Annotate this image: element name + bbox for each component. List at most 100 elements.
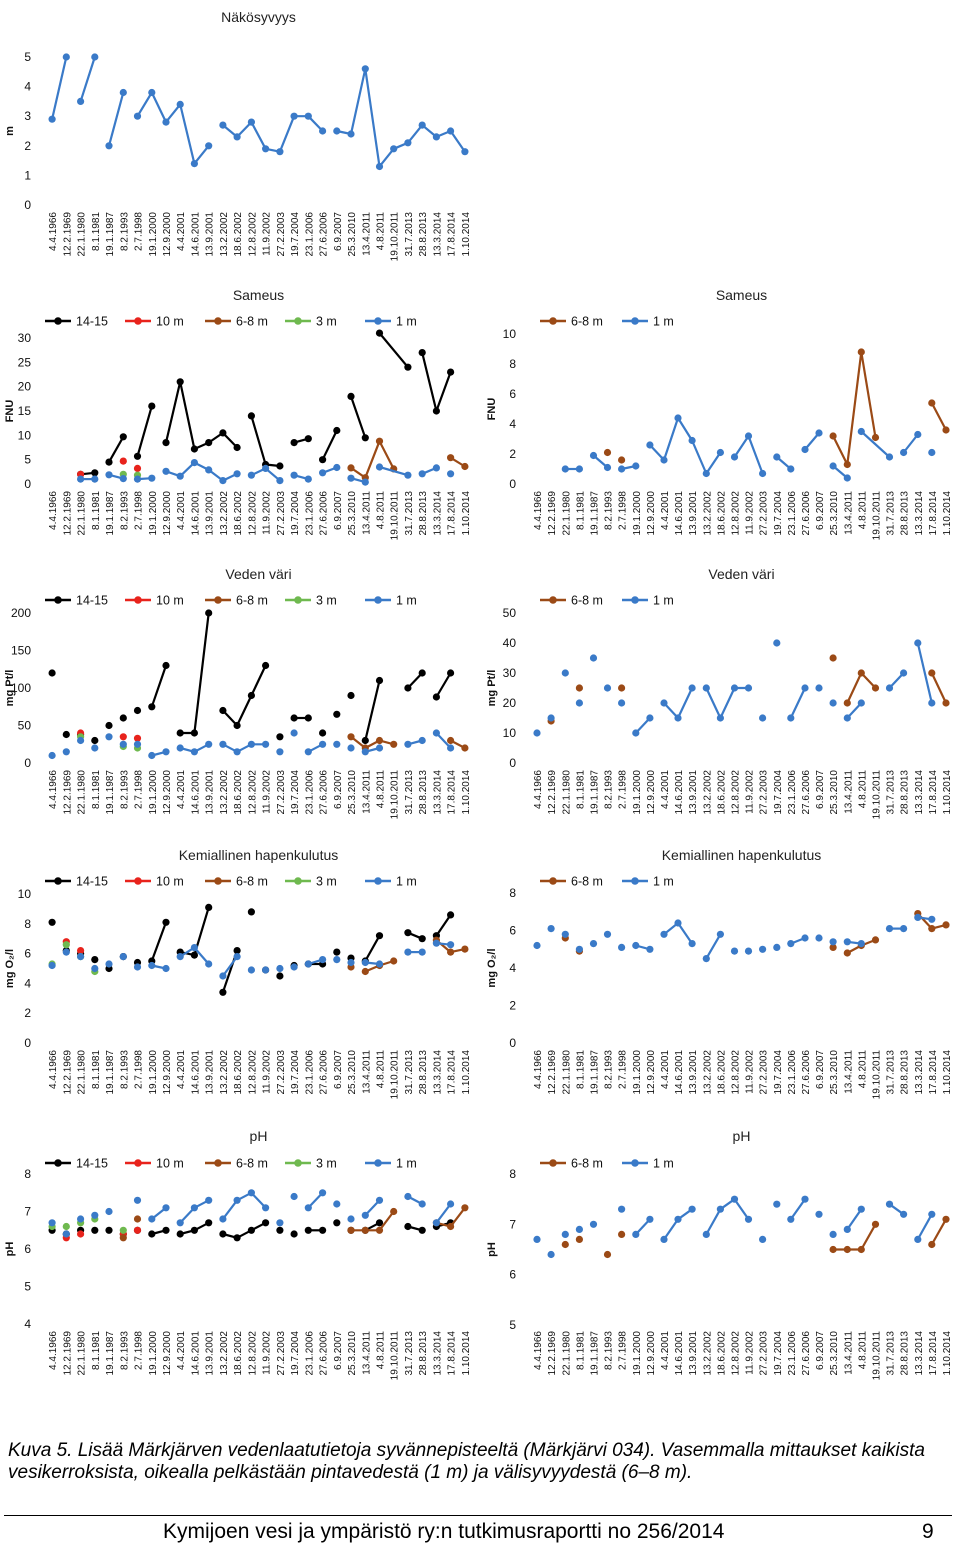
data-point bbox=[361, 1226, 369, 1234]
data-point bbox=[589, 451, 598, 460]
data-point bbox=[885, 925, 894, 933]
data-point bbox=[262, 464, 270, 472]
x-tick-label: 18.6.2002 bbox=[233, 770, 244, 815]
data-point bbox=[646, 945, 654, 953]
series-line-segment bbox=[349, 396, 367, 439]
legend-marker-s1 bbox=[374, 877, 382, 885]
data-point bbox=[843, 1225, 851, 1233]
y-tick-label: 8 bbox=[24, 917, 31, 931]
data-point bbox=[91, 964, 99, 973]
data-point bbox=[900, 669, 908, 677]
data-point bbox=[857, 1245, 865, 1254]
data-point bbox=[319, 456, 327, 464]
data-point bbox=[91, 475, 99, 483]
x-tick-label: 12.9.2000 bbox=[162, 491, 173, 536]
data-point bbox=[162, 964, 170, 973]
y-tick-label: 10 bbox=[18, 428, 32, 442]
data-point bbox=[276, 477, 284, 485]
data-point bbox=[730, 684, 739, 692]
data-point bbox=[105, 471, 113, 479]
y-tick-label: 6 bbox=[24, 947, 31, 961]
data-point bbox=[333, 426, 341, 435]
series-line-segment bbox=[789, 1198, 806, 1220]
y-tick-label: 50 bbox=[503, 606, 517, 620]
x-tick-label: 4.4.1966 bbox=[533, 770, 544, 809]
data-point bbox=[432, 939, 440, 947]
data-point bbox=[262, 740, 270, 748]
x-tick-label: 13.2.2002 bbox=[702, 491, 713, 536]
data-point bbox=[361, 748, 369, 756]
series-line-segment bbox=[136, 91, 210, 165]
x-tick-label: 19.1.2000 bbox=[632, 1331, 643, 1376]
data-point bbox=[533, 1235, 541, 1243]
x-tick-label: 14.6.2001 bbox=[190, 212, 201, 257]
data-point bbox=[730, 947, 739, 955]
legend-marker-s14_15 bbox=[54, 877, 62, 885]
x-tick-label: 13.2.2002 bbox=[702, 1331, 713, 1376]
data-point bbox=[759, 469, 767, 478]
y-tick-label: 6 bbox=[24, 1242, 31, 1256]
legend-marker-s1 bbox=[631, 1159, 639, 1167]
x-tick-label: 13.2.2002 bbox=[702, 1050, 713, 1095]
data-point bbox=[333, 956, 341, 964]
legend-label-s10: 10 m bbox=[156, 315, 184, 329]
data-point bbox=[843, 474, 851, 482]
data-point bbox=[105, 1207, 113, 1216]
x-tick-label: 19.1.2000 bbox=[148, 1050, 159, 1095]
series-line-segment bbox=[789, 687, 806, 719]
data-point bbox=[48, 115, 56, 123]
x-tick-label: 13.2.2002 bbox=[702, 770, 713, 815]
data-point bbox=[632, 941, 640, 950]
series-line-segment bbox=[150, 921, 168, 962]
data-point bbox=[276, 964, 284, 973]
x-tick-label: 27.6.2006 bbox=[319, 491, 330, 536]
data-point bbox=[447, 911, 455, 919]
y-axis-label: mg Pt/l bbox=[4, 670, 16, 707]
data-point bbox=[547, 714, 555, 722]
data-point bbox=[787, 714, 795, 722]
x-tick-label: 1.10.2014 bbox=[461, 1331, 472, 1376]
x-tick-label: 13.9.2001 bbox=[205, 770, 216, 815]
data-point bbox=[319, 956, 327, 964]
data-point bbox=[162, 918, 170, 926]
x-tick-label: 8.1.1981 bbox=[575, 1331, 586, 1370]
x-tick-label: 11.9.2002 bbox=[262, 1331, 273, 1375]
x-tick-label: 19.10.2011 bbox=[390, 212, 401, 262]
data-point bbox=[375, 960, 384, 968]
series-line-segment bbox=[364, 935, 381, 962]
legend-label-s3: 3 m bbox=[316, 875, 337, 889]
x-tick-label: 28.8.2013 bbox=[418, 770, 429, 815]
chart-ph-all: pH 4 5 6 7 8 pH 4.4.1966 12.2.1969 22.1.1980 8.1.1… bbox=[4, 1128, 472, 1380]
data-point bbox=[219, 429, 227, 437]
data-point bbox=[603, 463, 612, 472]
data-point bbox=[843, 460, 851, 469]
x-tick-label: 19.1.1987 bbox=[105, 212, 116, 257]
y-tick-label: 5 bbox=[24, 50, 31, 64]
series-line-segment bbox=[916, 642, 933, 704]
data-point bbox=[62, 730, 70, 739]
data-point bbox=[547, 1250, 555, 1259]
x-tick-label: 18.6.2002 bbox=[233, 1050, 244, 1095]
x-tick-label: 19.10.2011 bbox=[390, 1331, 401, 1381]
series-line-segment bbox=[351, 1210, 395, 1232]
data-point bbox=[91, 469, 99, 477]
data-point bbox=[404, 948, 412, 956]
y-tick-label: 7 bbox=[509, 1217, 516, 1231]
data-point bbox=[347, 464, 355, 472]
chart-title: pH bbox=[250, 1128, 268, 1144]
y-tick-label: 0 bbox=[509, 1036, 516, 1050]
data-point bbox=[447, 454, 455, 462]
x-tick-label: 1.10.2014 bbox=[942, 1050, 953, 1095]
data-point bbox=[91, 956, 99, 964]
x-tick-label: 13.3.2014 bbox=[432, 491, 443, 536]
data-point bbox=[333, 948, 341, 956]
x-tick-label: 12.2.1969 bbox=[547, 1050, 558, 1095]
x-tick-label: 13.4.2011 bbox=[361, 491, 372, 535]
data-point bbox=[561, 930, 569, 938]
series-line-segment bbox=[165, 461, 238, 482]
x-tick-label: 8.1.1981 bbox=[575, 1050, 586, 1089]
x-tick-label: 8.2.1993 bbox=[119, 770, 130, 809]
data-point bbox=[190, 459, 198, 467]
chart-title: Sameus bbox=[716, 287, 767, 303]
x-tick-label: 12.8.2002 bbox=[730, 491, 741, 536]
